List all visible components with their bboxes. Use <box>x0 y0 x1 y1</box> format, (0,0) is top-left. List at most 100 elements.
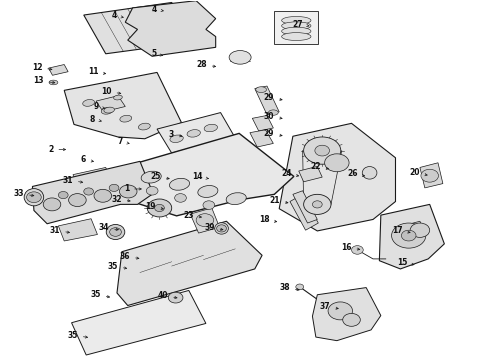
Text: 31: 31 <box>50 226 70 235</box>
Text: 20: 20 <box>410 168 427 177</box>
Ellipse shape <box>282 27 311 35</box>
Circle shape <box>69 194 86 207</box>
Text: 40: 40 <box>158 291 177 300</box>
Polygon shape <box>72 291 206 355</box>
Polygon shape <box>125 1 216 56</box>
Circle shape <box>196 214 214 226</box>
Ellipse shape <box>138 123 150 130</box>
Circle shape <box>26 192 41 203</box>
Text: 21: 21 <box>270 196 288 205</box>
Ellipse shape <box>114 95 122 100</box>
Ellipse shape <box>269 110 278 115</box>
Polygon shape <box>402 221 425 237</box>
Polygon shape <box>84 3 194 54</box>
Ellipse shape <box>282 17 311 24</box>
Circle shape <box>43 198 61 211</box>
Circle shape <box>392 223 426 248</box>
Text: 29: 29 <box>264 93 282 102</box>
Circle shape <box>109 184 119 192</box>
Text: 35: 35 <box>91 290 110 299</box>
Text: 33: 33 <box>14 189 34 198</box>
Polygon shape <box>96 96 125 112</box>
Ellipse shape <box>170 178 190 190</box>
Polygon shape <box>64 72 181 139</box>
Circle shape <box>120 185 137 198</box>
Polygon shape <box>299 166 322 182</box>
Polygon shape <box>125 134 294 216</box>
Circle shape <box>84 188 94 195</box>
Circle shape <box>421 169 439 182</box>
Circle shape <box>304 137 341 164</box>
Text: 24: 24 <box>281 170 299 179</box>
Polygon shape <box>190 208 220 233</box>
Text: 9: 9 <box>93 102 105 111</box>
Ellipse shape <box>229 50 251 64</box>
Text: 39: 39 <box>204 223 223 232</box>
Circle shape <box>168 292 183 303</box>
Circle shape <box>351 246 363 254</box>
Circle shape <box>147 199 172 217</box>
Circle shape <box>410 223 430 237</box>
Circle shape <box>147 186 158 195</box>
Ellipse shape <box>104 107 115 113</box>
Polygon shape <box>290 194 318 230</box>
Circle shape <box>94 189 112 202</box>
Polygon shape <box>58 219 98 241</box>
Text: 13: 13 <box>33 76 55 85</box>
Text: 7: 7 <box>118 137 129 146</box>
Polygon shape <box>252 116 273 131</box>
Polygon shape <box>73 167 112 190</box>
Polygon shape <box>32 161 153 224</box>
Bar <box>274 12 318 44</box>
Polygon shape <box>162 173 179 185</box>
Ellipse shape <box>282 33 311 41</box>
Text: 23: 23 <box>183 211 201 220</box>
Circle shape <box>203 201 215 210</box>
Circle shape <box>328 302 352 320</box>
Text: 14: 14 <box>192 172 208 181</box>
Ellipse shape <box>282 22 311 30</box>
Text: 35: 35 <box>68 331 88 340</box>
Text: 26: 26 <box>347 170 365 179</box>
Circle shape <box>110 228 122 236</box>
Ellipse shape <box>226 193 246 204</box>
Text: 5: 5 <box>152 49 163 58</box>
Text: 17: 17 <box>392 226 410 235</box>
Ellipse shape <box>198 185 218 197</box>
Circle shape <box>304 194 331 215</box>
Ellipse shape <box>106 225 125 239</box>
Circle shape <box>58 192 68 199</box>
Text: 34: 34 <box>98 223 119 232</box>
Text: 29: 29 <box>264 129 282 138</box>
Circle shape <box>217 225 226 232</box>
Text: 15: 15 <box>397 258 414 267</box>
Text: 31: 31 <box>63 176 83 185</box>
Polygon shape <box>49 64 68 75</box>
Ellipse shape <box>141 171 161 183</box>
Ellipse shape <box>362 167 377 179</box>
Circle shape <box>296 284 304 290</box>
Ellipse shape <box>49 80 58 85</box>
Ellipse shape <box>187 130 200 137</box>
Text: 2: 2 <box>48 145 66 154</box>
Text: 1: 1 <box>124 184 141 193</box>
Ellipse shape <box>215 223 228 234</box>
Text: 4: 4 <box>152 5 163 14</box>
Text: 8: 8 <box>90 114 101 123</box>
Text: 25: 25 <box>150 172 169 181</box>
Text: 6: 6 <box>81 155 94 164</box>
Text: 38: 38 <box>279 283 299 292</box>
Text: 12: 12 <box>32 63 52 72</box>
Text: 16: 16 <box>341 243 360 252</box>
Polygon shape <box>420 163 443 188</box>
Ellipse shape <box>170 135 183 143</box>
Polygon shape <box>279 123 395 231</box>
Ellipse shape <box>204 124 218 132</box>
Ellipse shape <box>83 99 95 106</box>
Text: 28: 28 <box>196 60 216 69</box>
Polygon shape <box>379 204 444 269</box>
Text: 27: 27 <box>292 19 309 28</box>
Text: 10: 10 <box>101 87 121 96</box>
Polygon shape <box>157 113 234 153</box>
Text: 4: 4 <box>112 11 123 20</box>
